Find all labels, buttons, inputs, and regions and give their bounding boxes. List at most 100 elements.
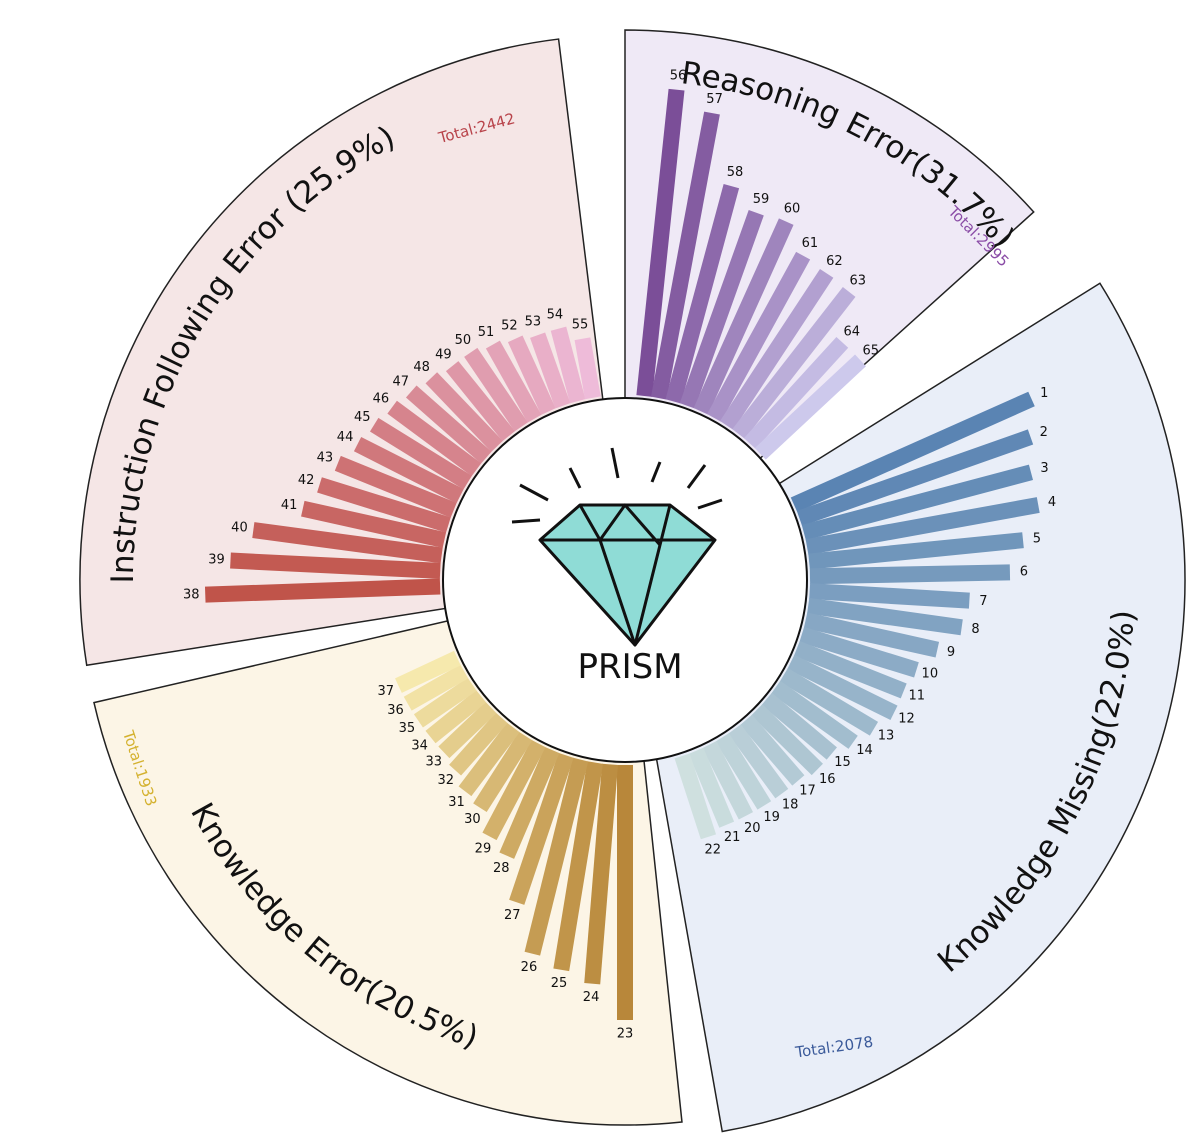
bar xyxy=(728,724,789,799)
bar-label: 38 xyxy=(183,588,200,603)
bar xyxy=(445,361,515,442)
bar-label: 49 xyxy=(435,348,452,363)
bar xyxy=(369,417,472,490)
bar-label: 25 xyxy=(551,976,568,991)
bar-label: 40 xyxy=(231,521,248,536)
bar xyxy=(787,654,898,721)
bar xyxy=(301,500,447,548)
bar-label: 30 xyxy=(464,812,481,827)
bar-label: 64 xyxy=(843,325,860,340)
bar-label: 36 xyxy=(387,703,404,718)
bar xyxy=(230,552,441,579)
bar xyxy=(353,436,464,504)
bar xyxy=(387,400,482,477)
bar-label: 24 xyxy=(583,990,600,1005)
bar-label: 51 xyxy=(478,325,495,340)
bar xyxy=(499,746,560,859)
bar-label: 34 xyxy=(411,738,428,753)
bar xyxy=(805,497,1040,555)
bar-label: 20 xyxy=(744,821,761,836)
bar xyxy=(793,641,907,699)
bar xyxy=(665,184,740,404)
bar xyxy=(464,347,528,432)
bar xyxy=(458,722,520,797)
bar-label: 59 xyxy=(753,192,770,207)
bar xyxy=(482,739,546,841)
bar-label: 1 xyxy=(1040,386,1048,401)
bar-label: 8 xyxy=(971,622,979,637)
bar-label: 54 xyxy=(547,308,564,323)
bar-label: 55 xyxy=(572,317,589,332)
bar xyxy=(761,692,837,760)
bar xyxy=(425,690,487,744)
bar-label: 11 xyxy=(908,689,925,704)
bar xyxy=(651,111,720,400)
bar-label: 60 xyxy=(784,201,801,216)
bar xyxy=(413,677,477,728)
bar-label: 5 xyxy=(1033,531,1041,546)
bar xyxy=(743,336,849,449)
bar xyxy=(574,337,601,400)
bar xyxy=(403,664,469,711)
bar xyxy=(719,268,834,430)
bar xyxy=(636,88,685,397)
bar-label: 62 xyxy=(826,254,843,269)
bar xyxy=(584,763,618,985)
bar xyxy=(449,712,508,776)
bar xyxy=(807,597,963,636)
bar xyxy=(688,747,735,828)
bar xyxy=(425,372,503,452)
bar-label: 35 xyxy=(399,721,416,736)
bar-label: 12 xyxy=(898,712,915,727)
bar-label: 41 xyxy=(281,498,298,513)
bar-label: 10 xyxy=(922,667,939,682)
bar xyxy=(754,354,866,460)
bar-label: 19 xyxy=(763,810,780,825)
bar-label: 28 xyxy=(493,861,510,876)
bar-label: 32 xyxy=(437,773,454,788)
bar xyxy=(732,287,856,439)
bar-label: 2 xyxy=(1040,425,1048,440)
bar xyxy=(438,701,497,759)
bar xyxy=(530,332,571,409)
bar xyxy=(617,765,633,1020)
diamond-icon xyxy=(511,447,723,647)
bar-label: 61 xyxy=(802,236,819,251)
bar xyxy=(405,385,492,464)
bar-label: 14 xyxy=(856,743,873,758)
bar xyxy=(524,757,589,956)
bar-label: 29 xyxy=(475,841,492,856)
bar xyxy=(485,340,542,423)
bar-label: 53 xyxy=(525,314,542,329)
bar xyxy=(395,650,461,693)
bar-label: 45 xyxy=(354,410,371,425)
bar xyxy=(771,680,858,749)
bar-label: 31 xyxy=(448,795,465,810)
bar xyxy=(707,251,811,422)
bar-label: 42 xyxy=(298,473,315,488)
bar-label: 7 xyxy=(979,594,987,609)
bar xyxy=(252,522,443,564)
bar-label: 9 xyxy=(947,645,955,660)
bar-label: 18 xyxy=(782,797,799,812)
bar xyxy=(790,391,1035,513)
bar-label: 4 xyxy=(1048,495,1056,510)
bar-label: 52 xyxy=(501,319,518,334)
bar-label: 6 xyxy=(1020,565,1028,580)
bar-label: 23 xyxy=(617,1027,634,1042)
bar-label: 57 xyxy=(706,92,723,107)
bar xyxy=(507,335,556,415)
bar xyxy=(803,612,940,658)
bar xyxy=(204,578,441,603)
bar xyxy=(553,761,604,972)
bar xyxy=(550,326,586,404)
bar-label: 37 xyxy=(377,684,394,699)
bar xyxy=(801,464,1034,541)
bar xyxy=(779,668,879,736)
bar-label: 65 xyxy=(862,343,879,358)
bar xyxy=(715,733,772,810)
bar xyxy=(809,564,1011,585)
bar-label: 50 xyxy=(455,333,472,348)
bar xyxy=(809,583,970,609)
